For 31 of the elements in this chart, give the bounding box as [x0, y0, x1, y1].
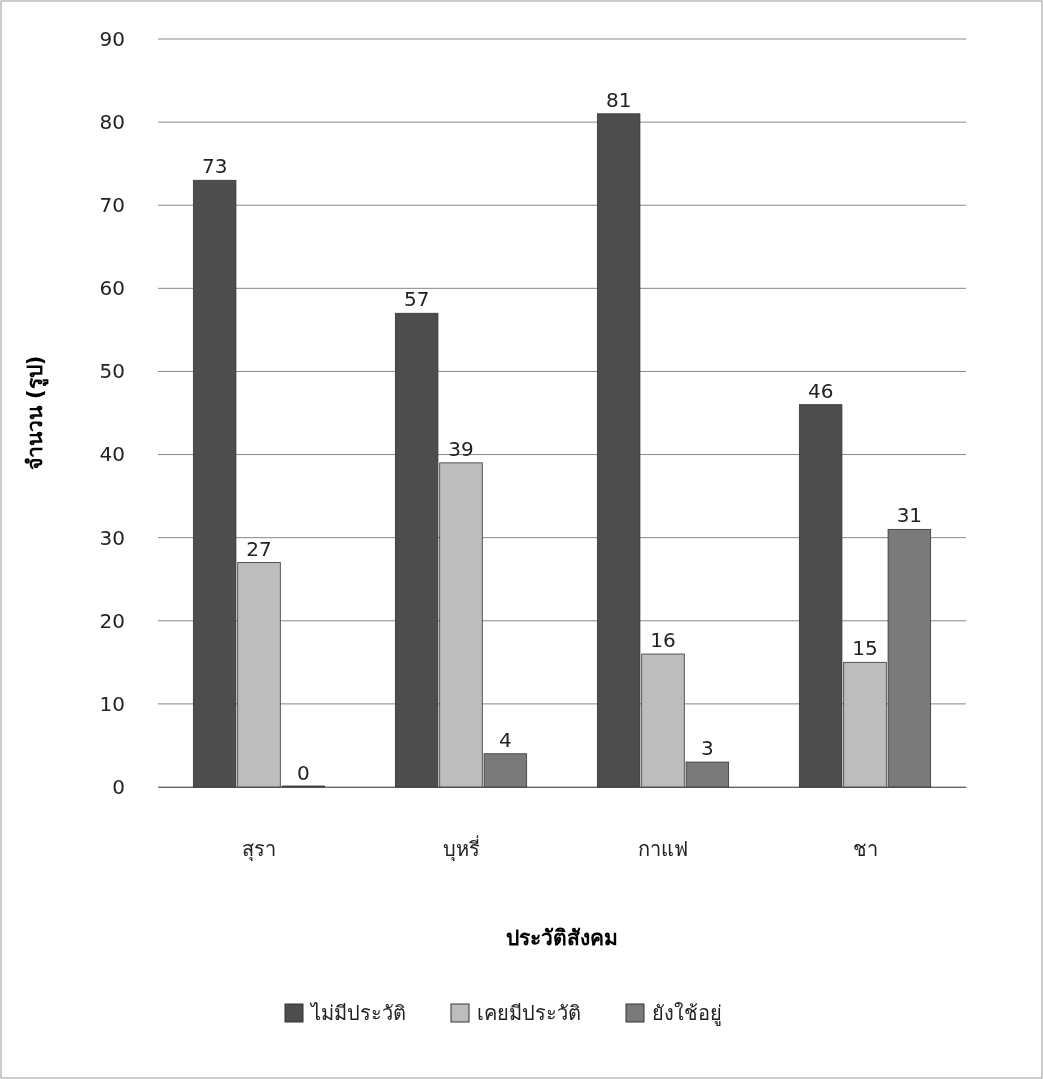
data-label: 31 [896, 503, 923, 528]
x-tick-label: สุรา [242, 837, 276, 863]
data-label: 4 [498, 727, 512, 752]
legend-label: ยังใช้อยู่ [652, 1001, 722, 1026]
legend-label: ไม่มีประวัติ [309, 1001, 406, 1025]
data-label: 16 [650, 628, 676, 653]
y-tick-label: 90 [99, 26, 125, 51]
data-label: 46 [807, 378, 834, 403]
legend-label: เคยมีประวัติ [477, 1001, 581, 1025]
data-label: 27 [246, 536, 272, 561]
x-tick-label: บุหรี่ [442, 835, 480, 863]
x-axis-title: ประวัติสังคม [506, 926, 618, 950]
x-tick-label: กาแฟ [638, 837, 688, 862]
data-label: 73 [201, 154, 228, 179]
data-label: 57 [403, 287, 430, 312]
data-label: 15 [852, 636, 878, 661]
y-tick-label: 50 [99, 359, 125, 384]
y-tick-label: 80 [99, 110, 125, 135]
data-label: 39 [448, 436, 474, 461]
data-label: 3 [700, 736, 714, 761]
x-tick-label: ชา [852, 837, 878, 862]
y-axis-title: จำนวน (รูป) [23, 355, 49, 471]
y-tick-label: 40 [99, 442, 125, 467]
y-tick-label: 30 [99, 525, 125, 550]
y-tick-label: 70 [99, 193, 125, 218]
y-tick-label: 20 [99, 608, 125, 633]
y-tick-label: 0 [112, 774, 125, 799]
data-label: 0 [296, 761, 310, 785]
data-label: 81 [605, 87, 632, 112]
y-tick-label: 10 [99, 691, 125, 716]
y-tick-label: 60 [99, 276, 125, 301]
